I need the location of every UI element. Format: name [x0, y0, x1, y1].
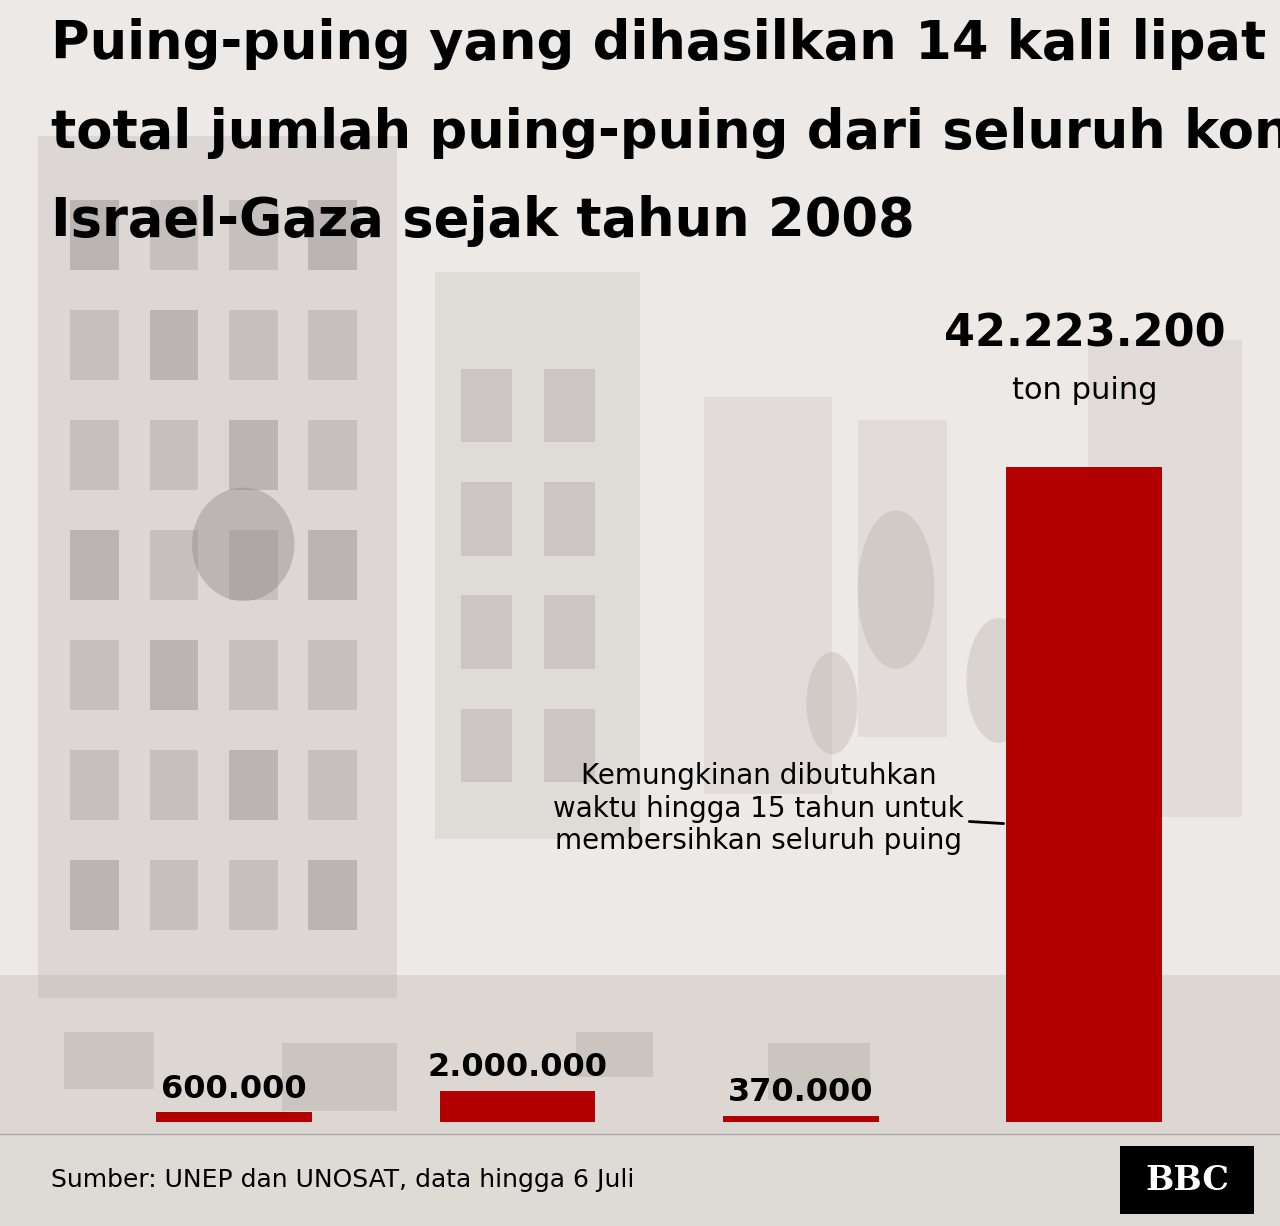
- Bar: [229, 310, 278, 380]
- Bar: [723, 1116, 879, 1122]
- Bar: [544, 482, 595, 555]
- Ellipse shape: [858, 510, 934, 669]
- Bar: [282, 1043, 397, 1111]
- Bar: [150, 859, 198, 929]
- Bar: [768, 1043, 870, 1100]
- Bar: [544, 596, 595, 669]
- Bar: [229, 419, 278, 490]
- Text: total jumlah puing-puing dari seluruh konflik: total jumlah puing-puing dari seluruh ko…: [51, 107, 1280, 158]
- Bar: [229, 200, 278, 270]
- Bar: [308, 530, 357, 600]
- Bar: [156, 1112, 312, 1122]
- Bar: [150, 640, 198, 710]
- Bar: [70, 749, 119, 820]
- Text: Israel-Gaza sejak tahun 2008: Israel-Gaza sejak tahun 2008: [51, 195, 915, 246]
- Bar: [576, 1032, 653, 1078]
- Bar: [308, 310, 357, 380]
- Text: BBC: BBC: [1146, 1163, 1229, 1197]
- Bar: [308, 749, 357, 820]
- Bar: [1006, 467, 1162, 1122]
- Text: Puing-puing yang dihasilkan 14 kali lipat: Puing-puing yang dihasilkan 14 kali lipa…: [51, 18, 1266, 70]
- Bar: [64, 1032, 154, 1089]
- Bar: [150, 200, 198, 270]
- Bar: [150, 530, 198, 600]
- Bar: [544, 369, 595, 443]
- Ellipse shape: [192, 488, 294, 601]
- Text: 600.000: 600.000: [161, 1074, 307, 1105]
- Text: 370.000: 370.000: [728, 1078, 874, 1108]
- Bar: [229, 749, 278, 820]
- Bar: [858, 419, 947, 737]
- Bar: [70, 859, 119, 929]
- Bar: [70, 310, 119, 380]
- Bar: [38, 136, 397, 998]
- Text: 42.223.200: 42.223.200: [943, 313, 1225, 356]
- Bar: [308, 640, 357, 710]
- Bar: [229, 530, 278, 600]
- Bar: [461, 369, 512, 443]
- Text: ton puing: ton puing: [1011, 376, 1157, 406]
- Bar: [439, 1091, 595, 1122]
- Bar: [1024, 1020, 1114, 1065]
- Bar: [0, 976, 1280, 1134]
- Ellipse shape: [806, 652, 858, 754]
- Text: Sumber: UNEP dan UNOSAT, data hingga 6 Juli: Sumber: UNEP dan UNOSAT, data hingga 6 J…: [51, 1168, 635, 1192]
- Text: Kemungkinan dibutuhkan
waktu hingga 15 tahun untuk
membersihkan seluruh puing: Kemungkinan dibutuhkan waktu hingga 15 t…: [553, 763, 1004, 856]
- Bar: [1088, 341, 1242, 817]
- Bar: [308, 200, 357, 270]
- Bar: [435, 272, 640, 839]
- Bar: [308, 419, 357, 490]
- Bar: [229, 640, 278, 710]
- Bar: [461, 709, 512, 782]
- Bar: [461, 482, 512, 555]
- Bar: [229, 859, 278, 929]
- Bar: [150, 310, 198, 380]
- Bar: [461, 596, 512, 669]
- Bar: [150, 749, 198, 820]
- Ellipse shape: [966, 618, 1030, 743]
- Bar: [150, 419, 198, 490]
- Bar: [308, 859, 357, 929]
- Text: 2.000.000: 2.000.000: [428, 1052, 608, 1083]
- Bar: [70, 200, 119, 270]
- Bar: [544, 709, 595, 782]
- Bar: [70, 419, 119, 490]
- Bar: [70, 640, 119, 710]
- Bar: [70, 530, 119, 600]
- Bar: [704, 397, 832, 794]
